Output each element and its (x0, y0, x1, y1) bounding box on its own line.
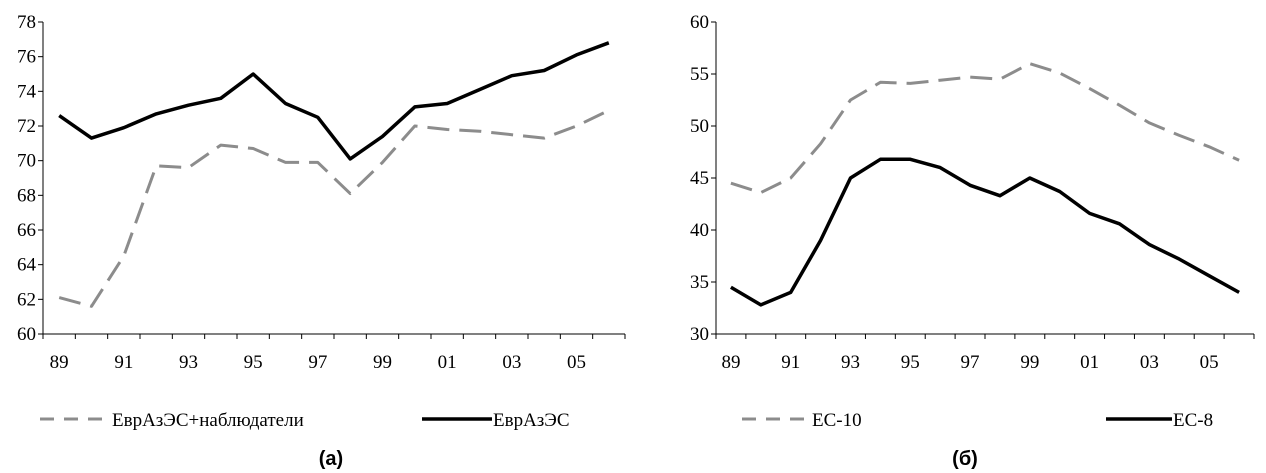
x-tick-label: 97 (961, 352, 980, 373)
chart-a-series (58, 41, 610, 308)
legend-label-series-1: ЕС-10 (812, 410, 862, 431)
x-tick-label: 97 (308, 352, 327, 373)
y-tick-label: 62 (17, 289, 36, 310)
chart-b-series (730, 62, 1240, 307)
x-tick-label: 01 (438, 352, 457, 373)
y-tick-label: 30 (690, 324, 709, 345)
x-tick-label: 91 (114, 352, 133, 373)
y-tick-label: 78 (17, 12, 36, 33)
x-tick-label: 95 (244, 352, 263, 373)
y-tick-label: 74 (17, 81, 37, 102)
x-tick-label: 05 (1200, 352, 1219, 373)
x-tick-label: 05 (567, 352, 586, 373)
chart-a-legend: ЕврАзЭС+наблюдатели ЕврАзЭС (40, 410, 570, 431)
series-line-1 (58, 109, 610, 308)
legend-label-series-2: ЕврАзЭС (493, 410, 570, 431)
y-tick-label: 60 (17, 324, 36, 345)
series-line-1 (730, 62, 1240, 195)
legend-label-series-2: ЕС-8 (1173, 410, 1213, 431)
x-tick-label: 03 (502, 352, 521, 373)
x-tick-label: 01 (1080, 352, 1099, 373)
chart-b-axes: 30 35 40 45 50 55 60 89 91 93 95 97 99 01 03 05 (690, 12, 1255, 373)
x-tick-label: 99 (373, 352, 392, 373)
y-tick-label: 60 (690, 12, 709, 33)
y-tick-label: 70 (17, 151, 36, 172)
legend-label-series-1: ЕврАзЭС+наблюдатели (112, 410, 304, 431)
series-line-2 (730, 157, 1240, 307)
chart-b-legend: ЕС-10 ЕС-8 (742, 410, 1213, 431)
series-line-2 (58, 41, 610, 161)
y-tick-label: 50 (690, 116, 709, 137)
y-tick-label: 76 (17, 47, 36, 68)
x-tick-label: 03 (1140, 352, 1159, 373)
chart-a-axes: 60 62 64 66 68 70 72 74 76 78 89 91 93 95 97 99 01 03 05 (17, 12, 626, 373)
y-tick-label: 40 (690, 220, 709, 241)
y-tick-label: 35 (690, 272, 709, 293)
chart-b: 30 35 40 45 50 55 60 89 91 93 95 97 99 01 03 05 ЕС-10 Е… (690, 12, 1255, 470)
y-tick-label: 66 (17, 220, 36, 241)
chart-a-caption: (а) (319, 448, 343, 470)
x-tick-label: 89 (721, 352, 740, 373)
x-tick-label: 99 (1020, 352, 1039, 373)
chart-a: 60 62 64 66 68 70 72 74 76 78 89 91 93 95 97 99 01 03 05 Е… (17, 12, 626, 470)
x-tick-label: 89 (50, 352, 69, 373)
x-tick-label: 95 (901, 352, 920, 373)
chart-b-caption: (б) (952, 448, 978, 470)
y-tick-label: 68 (17, 185, 36, 206)
y-tick-label: 72 (17, 116, 36, 137)
x-tick-label: 93 (179, 352, 198, 373)
y-tick-label: 64 (17, 255, 37, 276)
x-tick-label: 91 (781, 352, 800, 373)
y-tick-label: 55 (690, 64, 709, 85)
x-tick-label: 93 (841, 352, 860, 373)
y-tick-label: 45 (690, 168, 709, 189)
